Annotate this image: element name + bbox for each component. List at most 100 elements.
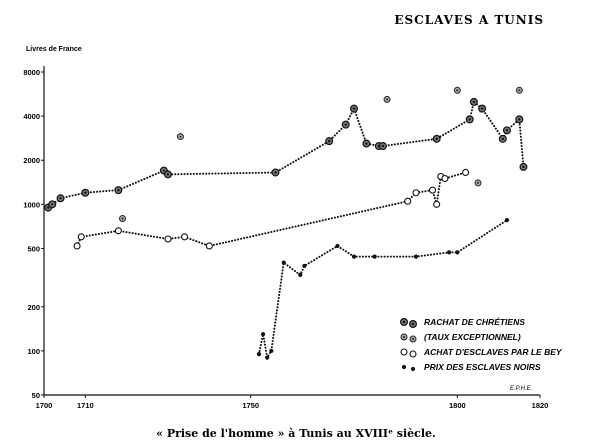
data-point bbox=[281, 260, 286, 265]
data-point bbox=[205, 242, 213, 250]
data-point bbox=[453, 86, 461, 94]
y-tick-label: 200 bbox=[27, 303, 40, 312]
y-tick-label: 50 bbox=[32, 391, 40, 400]
marker-core bbox=[472, 100, 476, 104]
marker-dot bbox=[351, 254, 357, 259]
marker-open bbox=[164, 235, 172, 243]
data-point bbox=[469, 97, 478, 106]
data-point bbox=[441, 174, 449, 183]
data-point bbox=[446, 250, 452, 255]
series-1 bbox=[119, 86, 523, 223]
x-tick-label: 1710 bbox=[77, 401, 94, 410]
marker-open bbox=[114, 227, 122, 235]
data-point bbox=[515, 115, 524, 124]
series-0 bbox=[44, 97, 528, 212]
marker-core bbox=[518, 89, 521, 92]
marker-core bbox=[468, 118, 471, 121]
credit-label: E.P.H.E. bbox=[510, 386, 532, 392]
data-point bbox=[498, 134, 507, 143]
data-point bbox=[119, 215, 127, 223]
chart-title: ESCLAVES A TUNIS bbox=[394, 13, 544, 27]
data-point bbox=[180, 233, 189, 241]
data-point bbox=[269, 348, 274, 353]
legend-label: ACHAT D'ESCLAVES PAR LE BEY bbox=[423, 347, 563, 357]
marker-dot bbox=[413, 254, 419, 259]
legend-marker bbox=[400, 318, 409, 327]
marker-core bbox=[501, 137, 504, 141]
marker-core bbox=[46, 206, 50, 209]
marker-core bbox=[412, 338, 414, 340]
marker-core bbox=[381, 144, 385, 148]
marker-dot bbox=[302, 263, 307, 269]
data-point bbox=[164, 170, 173, 179]
marker-core bbox=[403, 336, 405, 338]
marker-core bbox=[402, 320, 406, 324]
marker-core bbox=[477, 181, 479, 184]
marker-dot bbox=[260, 332, 266, 337]
data-point bbox=[77, 233, 85, 241]
marker-open bbox=[180, 233, 189, 241]
data-point bbox=[383, 95, 391, 103]
data-point bbox=[265, 355, 270, 360]
marker-dot bbox=[281, 260, 286, 265]
data-point bbox=[478, 104, 487, 113]
data-point bbox=[325, 137, 334, 146]
data-point bbox=[56, 194, 65, 203]
marker-dot bbox=[401, 364, 407, 370]
marker-core bbox=[352, 107, 356, 110]
legend-item: ACHAT D'ESCLAVES PAR LE BEY bbox=[400, 347, 563, 358]
data-point bbox=[176, 133, 184, 141]
marker-open bbox=[205, 242, 213, 250]
legend-marker bbox=[409, 335, 417, 343]
marker-dot bbox=[446, 250, 452, 255]
marker-open bbox=[441, 174, 449, 183]
data-point bbox=[504, 218, 510, 223]
data-point bbox=[81, 188, 90, 197]
marker-core bbox=[121, 217, 124, 220]
series-line bbox=[47, 100, 525, 209]
data-point bbox=[519, 162, 528, 171]
marker-core bbox=[117, 188, 120, 192]
marker-dot bbox=[372, 254, 377, 259]
data-point bbox=[73, 242, 81, 250]
marker-dot bbox=[455, 250, 460, 255]
data-point bbox=[433, 200, 441, 208]
data-point bbox=[362, 139, 371, 148]
legend-label: RACHAT DE CHRÉTIENS bbox=[424, 317, 525, 327]
marker-dot bbox=[410, 366, 416, 372]
marker-core bbox=[435, 137, 438, 141]
data-point bbox=[271, 168, 280, 177]
legend-item: RACHAT DE CHRÉTIENS bbox=[400, 317, 525, 329]
marker-open bbox=[412, 189, 420, 197]
x-tick-label: 1750 bbox=[242, 401, 259, 410]
marker-dot bbox=[256, 352, 262, 357]
data-point bbox=[404, 197, 412, 205]
marker-core bbox=[344, 123, 347, 126]
marker-dot bbox=[335, 243, 340, 249]
data-point bbox=[350, 104, 359, 113]
data-point bbox=[515, 86, 523, 94]
y-tick-label: 8000 bbox=[23, 68, 40, 77]
data-point bbox=[428, 186, 437, 194]
axis-ticks: 50 100 200 500 1000 2000 4000 8000 1700 1710 1750 1… bbox=[23, 68, 548, 410]
data-point bbox=[256, 352, 262, 357]
data-point bbox=[413, 254, 419, 259]
y-tick-label: 100 bbox=[27, 347, 40, 356]
marker-core bbox=[328, 139, 331, 143]
data-point bbox=[351, 254, 357, 259]
data-point bbox=[48, 200, 57, 209]
legend-item: PRIX DES ESCLAVES NOIRS bbox=[401, 362, 541, 372]
data-point bbox=[114, 186, 123, 195]
x-tick-label: 1800 bbox=[449, 401, 466, 410]
data-point bbox=[372, 254, 377, 259]
marker-core bbox=[51, 203, 54, 206]
legend-marker bbox=[400, 348, 408, 356]
legend-item: (TAUX EXCEPTIONNEL) bbox=[400, 332, 521, 343]
data-point bbox=[302, 263, 307, 269]
series-2 bbox=[73, 168, 470, 250]
marker-core bbox=[456, 89, 459, 92]
marker-core bbox=[505, 129, 509, 132]
chart-caption: « Prise de l'homme » à Tunis au XVIIIᵉ s… bbox=[156, 427, 436, 440]
marker-core bbox=[365, 142, 368, 145]
